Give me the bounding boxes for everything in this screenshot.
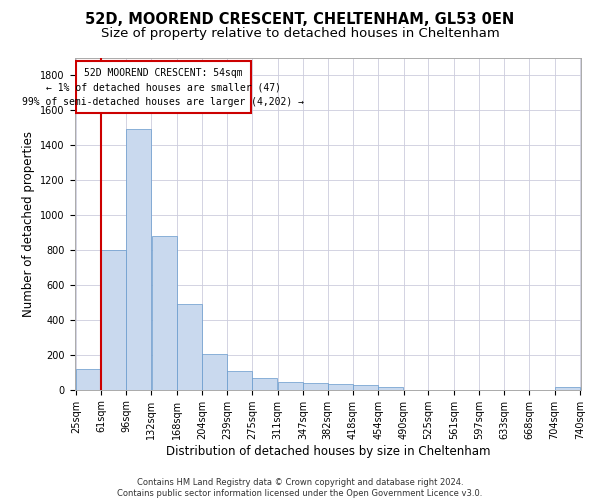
Bar [303, 382, 328, 390]
Bar [126, 129, 151, 390]
Bar [177, 304, 202, 390]
Bar [101, 250, 127, 390]
Text: 52D, MOOREND CRESCENT, CHELTENHAM, GL53 0EN: 52D, MOOREND CRESCENT, CHELTENHAM, GL53 … [85, 12, 515, 28]
Bar [253, 378, 277, 390]
Bar [328, 384, 353, 390]
Bar [379, 387, 403, 390]
Text: ← 1% of detached houses are smaller (47): ← 1% of detached houses are smaller (47) [46, 82, 281, 92]
Text: 52D MOOREND CRESCENT: 54sqm: 52D MOOREND CRESCENT: 54sqm [84, 68, 242, 78]
Text: Size of property relative to detached houses in Cheltenham: Size of property relative to detached ho… [101, 28, 499, 40]
Y-axis label: Number of detached properties: Number of detached properties [22, 130, 35, 316]
Bar [554, 387, 580, 390]
Bar [353, 386, 378, 390]
FancyBboxPatch shape [76, 61, 251, 114]
Bar [227, 372, 252, 390]
Bar [278, 382, 303, 390]
Bar [76, 368, 101, 390]
Text: Contains HM Land Registry data © Crown copyright and database right 2024.
Contai: Contains HM Land Registry data © Crown c… [118, 478, 482, 498]
Text: 99% of semi-detached houses are larger (4,202) →: 99% of semi-detached houses are larger (… [22, 97, 304, 107]
X-axis label: Distribution of detached houses by size in Cheltenham: Distribution of detached houses by size … [166, 444, 490, 458]
Bar [152, 236, 176, 390]
Bar [202, 354, 227, 390]
